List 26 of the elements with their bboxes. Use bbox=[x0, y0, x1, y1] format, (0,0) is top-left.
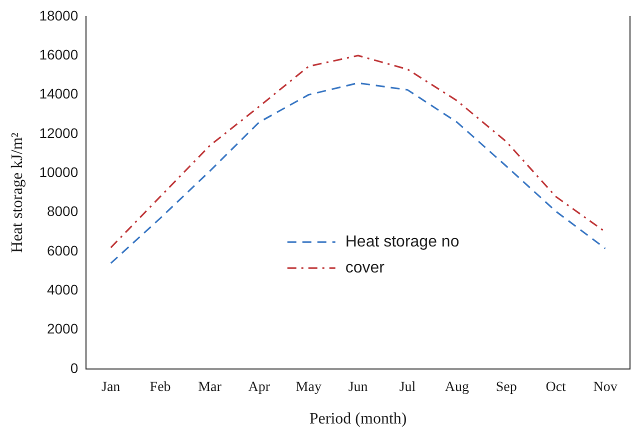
y-tick-label: 16000 bbox=[39, 46, 78, 62]
x-tick-label: Mar bbox=[198, 380, 222, 396]
legend-label: Heat storage no bbox=[345, 233, 460, 250]
y-tick-label: 18000 bbox=[39, 7, 78, 24]
x-tick-label: Jul bbox=[399, 380, 416, 396]
y-tick-label: 10000 bbox=[39, 164, 78, 180]
x-tick-label: Nov bbox=[593, 380, 618, 396]
legend-label: cover bbox=[345, 259, 386, 276]
y-tick-label: 4000 bbox=[46, 282, 78, 298]
y-tick-label: 0 bbox=[70, 360, 78, 376]
x-axis-title: Period (month) bbox=[309, 410, 407, 428]
y-axis-title: Heat storage kJ/m² bbox=[8, 132, 26, 253]
x-tick-label: Oct bbox=[546, 380, 566, 396]
line-series bbox=[110, 82, 606, 264]
y-tick-label: 6000 bbox=[46, 242, 78, 258]
y-tick-label: 14000 bbox=[39, 86, 78, 102]
y-tick-label: 8000 bbox=[46, 203, 78, 220]
x-tick-label: Sep bbox=[496, 380, 517, 396]
x-tick-label: Jan bbox=[102, 380, 120, 396]
x-tick-label: Apr bbox=[248, 380, 270, 396]
y-tick-label: 2000 bbox=[46, 320, 78, 337]
x-tick-label: May bbox=[296, 380, 322, 396]
x-tick-label: Jun bbox=[348, 380, 368, 396]
x-tick-label: Aug bbox=[444, 380, 470, 396]
x-tick-label: Feb bbox=[150, 380, 171, 396]
y-tick-label: 12000 bbox=[39, 124, 78, 141]
